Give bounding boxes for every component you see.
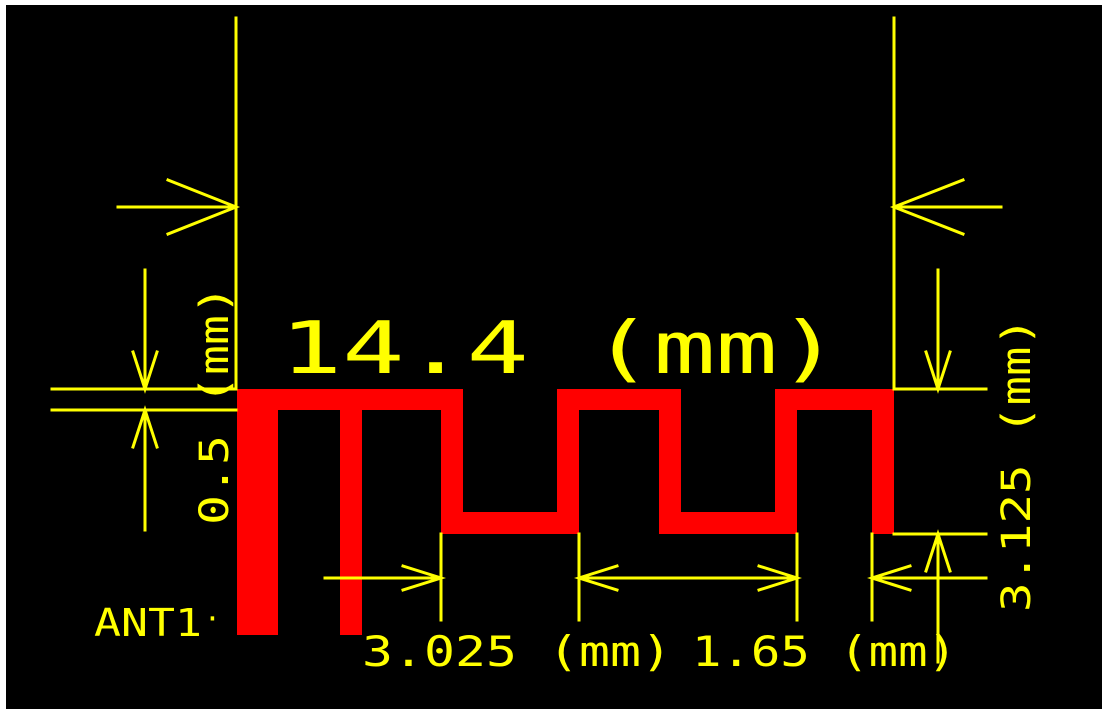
vertical-2 xyxy=(557,389,579,534)
top-segment-1 xyxy=(237,389,463,410)
height-arrow-down-head xyxy=(924,350,952,394)
gap-left-label: 3.025 (mm) xyxy=(362,627,672,676)
arrow-left-head xyxy=(166,178,241,236)
feed-leg xyxy=(237,389,278,635)
vertical-1 xyxy=(441,389,463,534)
arrow-right-head xyxy=(889,178,965,236)
overall-width-label: 14.4 (mm) xyxy=(280,306,840,390)
trace-width-arrow-up-head xyxy=(131,405,159,449)
ground-leg xyxy=(340,389,362,635)
designator-dot: · xyxy=(204,602,221,635)
gap-mid-label: 1.65 (mm) xyxy=(692,627,957,676)
vertical-4 xyxy=(775,389,797,534)
gap-mid-arrow-head-left xyxy=(574,564,619,592)
top-segment-2 xyxy=(557,389,681,410)
dimension-lines xyxy=(50,16,1003,664)
bottom-segment-2 xyxy=(659,512,797,534)
gap-mid-arrow-head-right xyxy=(757,564,802,592)
gap-right-arrow-head xyxy=(867,564,912,592)
height-arrow-up-head xyxy=(924,529,952,573)
trace-width-arrow-down-head xyxy=(131,350,159,394)
bottom-segment-1 xyxy=(441,512,579,534)
gap-left-arrow-head xyxy=(401,564,446,592)
designator-label: ANT1 xyxy=(94,601,202,645)
antenna-trace xyxy=(237,389,894,635)
vertical-height-label: 3.125 (mm) xyxy=(994,317,1040,612)
vertical-3 xyxy=(659,389,681,534)
board-background xyxy=(6,5,1102,709)
top-segment-3 xyxy=(775,389,894,410)
vertical-5 xyxy=(872,389,894,534)
trace-width-label: 0.5 (mm) xyxy=(192,285,238,525)
